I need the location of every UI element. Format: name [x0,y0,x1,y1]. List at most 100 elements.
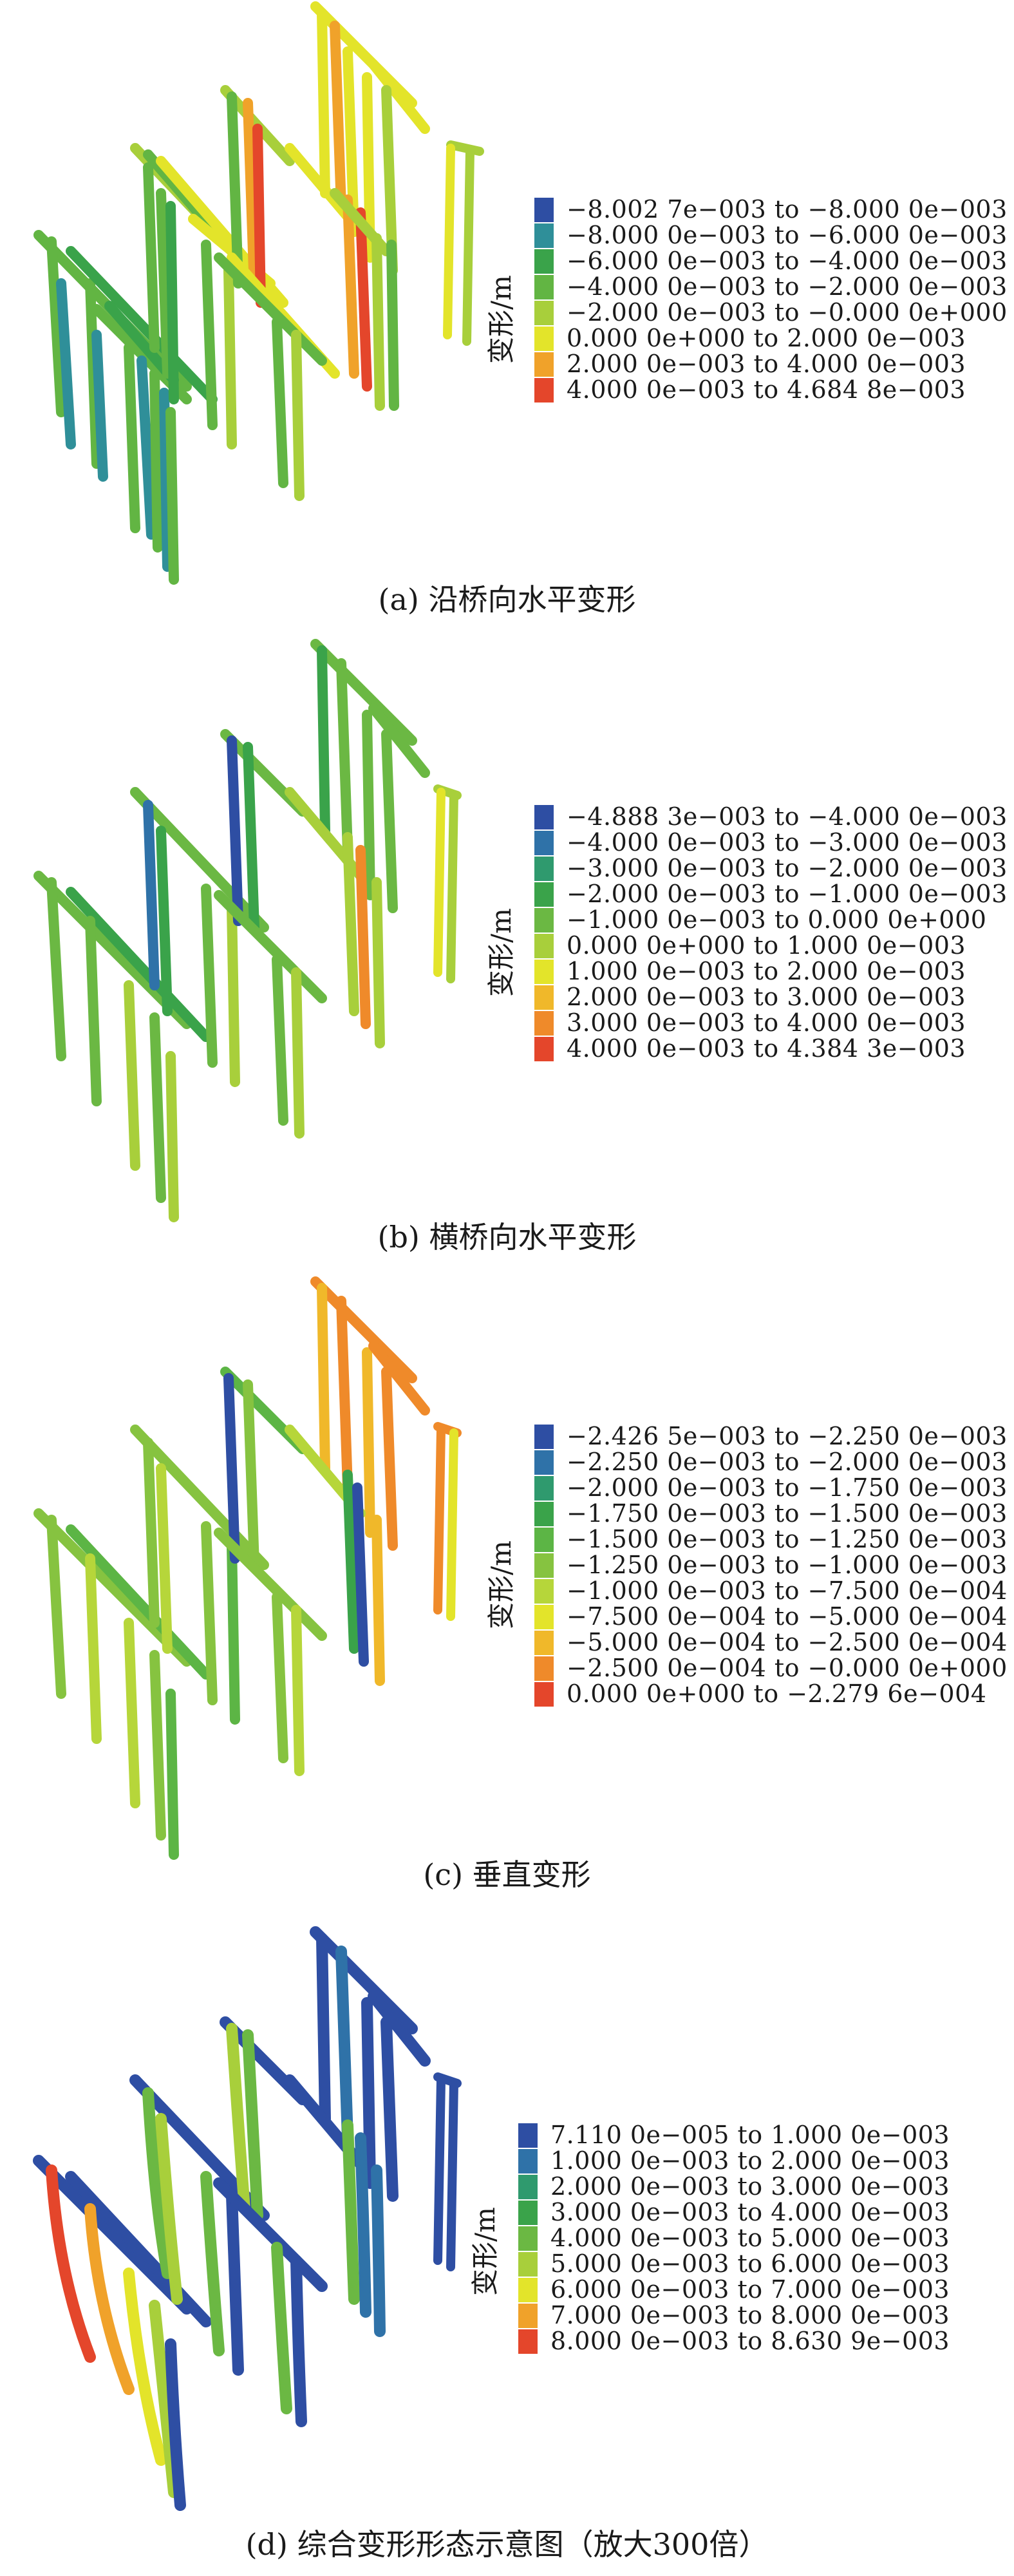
legend-swatch [534,196,554,222]
legend-title: 变形/m [485,1540,517,1629]
legend-row: 5.000 0e−003 to 6.000 0e−003 [518,2249,950,2278]
legend-d: 变形/m 7.110 0e−005 to 1.000 0e−003 1.000 … [469,2121,982,2367]
legend-swatch [534,984,554,1010]
legend-row: −1.500 0e−003 to −1.250 0e−003 [534,1525,1008,1553]
legend-swatch [518,2277,538,2302]
legend-a: 变形/m −8.002 7e−003 to −8.000 0e−003 −8.0… [485,195,1007,415]
legend-label: 6.000 0e−003 to 7.000 0e−003 [550,2275,950,2304]
legend-swatch [534,274,554,299]
pier-frame-8 [443,140,484,346]
legend-row: −1.000 0e−003 to −7.500 0e−004 [534,1577,1008,1605]
legend-row: −5.000 0e−004 to −2.500 0e−004 [534,1628,1008,1656]
panel-b: 变形/m −4.888 3e−003 to −4.000 0e−003 −4.0… [0,638,1014,1275]
legend-label: −1.500 0e−003 to −1.250 0e−003 [567,1525,1008,1553]
legend-row: −8.002 7e−003 to −8.000 0e−003 [534,195,1008,223]
legend-row: −2.250 0e−003 to −2.000 0e−003 [534,1448,1008,1476]
legend-label: −2.250 0e−003 to −2.000 0e−003 [567,1448,1008,1476]
legend-swatch [534,855,554,881]
legend-row: −1.250 0e−003 to −1.000 0e−003 [534,1551,1008,1579]
pier-frame-7 [330,59,430,411]
legend-swatch [534,1423,554,1449]
legend-row: −8.000 0e−003 to −6.000 0e−003 [534,221,1008,249]
pier-frame-3 [214,729,327,1139]
legend-label: 2.000 0e−003 to 4.000 0e−003 [567,350,966,378]
legend-label: 4.000 0e−003 to 4.684 8e−003 [567,375,966,404]
legend-label: −3.000 0e−003 to −2.000 0e−003 [567,854,1008,882]
legend-row: −2.000 0e−003 to −1.750 0e−003 [534,1473,1008,1502]
legend-label: −1.000 0e−003 to −7.500 0e−004 [567,1577,1008,1605]
legend-label: −2.500 0e−004 to −0.000 0e+000 [567,1654,1008,1682]
legend-label: −2.000 0e−003 to −1.750 0e−003 [567,1473,1008,1502]
legend-label: −7.500 0e−004 to −5.000 0e−004 [567,1602,1008,1631]
legend-row: 1.000 0e−003 to 2.000 0e−003 [518,2146,950,2175]
legend-label: −2.000 0e−003 to −1.000 0e−003 [567,880,1008,908]
legend-row: 4.000 0e−003 to 4.684 8e−003 [534,375,966,404]
legend-swatch [534,1681,554,1707]
pier-frame-5 [368,703,430,1048]
panel-d: 变形/m 7.110 0e−005 to 1.000 0e−003 1.000 … [0,1913,1014,2576]
legend-swatch [534,933,554,958]
legend-swatch [518,2302,538,2328]
legend-swatch [534,1010,554,1036]
pier-frame-5 [368,1991,431,2337]
legend-label: 4.000 0e−003 to 4.384 3e−003 [567,1034,966,1063]
legend-row: 7.000 0e−003 to 8.000 0e−003 [518,2301,950,2329]
panel-a: 变形/m −8.002 7e−003 to −8.000 0e−003 −8.0… [0,0,1014,638]
legend-label: 5.000 0e−003 to 6.000 0e−003 [550,2249,950,2278]
legend-label: 3.000 0e−003 to 4.000 0e−003 [567,1009,966,1037]
legend-swatch [534,222,554,248]
legend-c: 变形/m −2.426 5e−003 to −2.250 0e−003 −2.2… [485,1422,1007,1719]
legend-row: −4.000 0e−003 to −3.000 0e−003 [534,828,1008,857]
legend-row: −1.750 0e−003 to −1.500 0e−003 [534,1499,1008,1528]
pier-frame-5 [214,85,340,501]
pier-frame-1 [33,871,211,1222]
legend-swatch [534,958,554,984]
legend-swatch [534,351,554,377]
pier-frame-4 [284,1926,418,2318]
legend-row: −6.000 0e−003 to −4.000 0e−003 [534,247,1008,275]
legend-swatch [534,377,554,402]
legend-swatch [534,325,554,351]
legend-row: 0.000 0e+000 to 2.000 0e−003 [534,324,966,352]
legend-swatch [534,881,554,907]
caption-b: (b) 横桥向水平变形 [377,1220,637,1255]
legend-label: 4.000 0e−003 to 5.000 0e−003 [550,2224,950,2252]
legend-swatch [534,1629,554,1655]
legend-label: −5.000 0e−004 to −2.500 0e−004 [567,1628,1008,1656]
pier-frame-2 [91,301,192,585]
legend-row: 4.000 0e−003 to 4.384 3e−003 [534,1034,966,1063]
legend-title: 变形/m [485,908,517,997]
legend-label: −1.750 0e−003 to −1.500 0e−003 [567,1499,1008,1528]
legend-swatch [534,1526,554,1552]
caption-c: (c) 垂直变形 [423,1857,591,1892]
legend-swatch [518,2328,538,2354]
legend-label: −4.000 0e−003 to −2.000 0e−003 [567,272,1008,301]
pier-frame-5 [368,1341,430,1686]
legend-row: −1.000 0e−003 to 0.000 0e+000 [534,905,986,934]
legend-swatch [534,1449,554,1475]
bridge-pier-model-d [33,1926,462,2511]
pier-frame-4 [285,639,417,1029]
pier-frame-6 [433,784,462,983]
bridge-pier-model-c [33,1276,462,1860]
legend-label: 7.000 0e−003 to 8.000 0e−003 [550,2301,950,2329]
legend-row: −2.426 5e−003 to −2.250 0e−003 [534,1422,1008,1450]
legend-row: −2.000 0e−003 to −1.000 0e−003 [534,880,1008,908]
legend-label: 8.000 0e−003 to 8.630 9e−003 [550,2327,950,2355]
legend-row: −4.888 3e−003 to −4.000 0e−003 [534,802,1008,831]
legend-swatch [534,1552,554,1578]
legend-row: 4.000 0e−003 to 5.000 0e−003 [518,2224,950,2252]
legend-label: 0.000 0e+000 to 2.000 0e−003 [567,324,966,352]
legend-row: 8.000 0e−003 to 8.630 9e−003 [518,2327,950,2355]
legend-row: 2.000 0e−003 to 3.000 0e−003 [534,983,966,1011]
legend-label: −2.426 5e−003 to −2.250 0e−003 [567,1422,1008,1450]
legend-label: 2.000 0e−003 to 3.000 0e−003 [550,2172,950,2201]
legend-title: 变形/m [469,2207,501,2296]
legend-label: 2.000 0e−003 to 3.000 0e−003 [567,983,966,1011]
legend-label: −6.000 0e−003 to −4.000 0e−003 [567,247,1008,275]
caption-a: (a) 沿桥向水平变形 [378,582,636,617]
legend-row: 6.000 0e−003 to 7.000 0e−003 [518,2275,950,2304]
pier-frame-6 [433,1422,462,1621]
legend-swatch [518,2199,538,2225]
legend-label: 1.000 0e−003 to 2.000 0e−003 [567,957,966,985]
